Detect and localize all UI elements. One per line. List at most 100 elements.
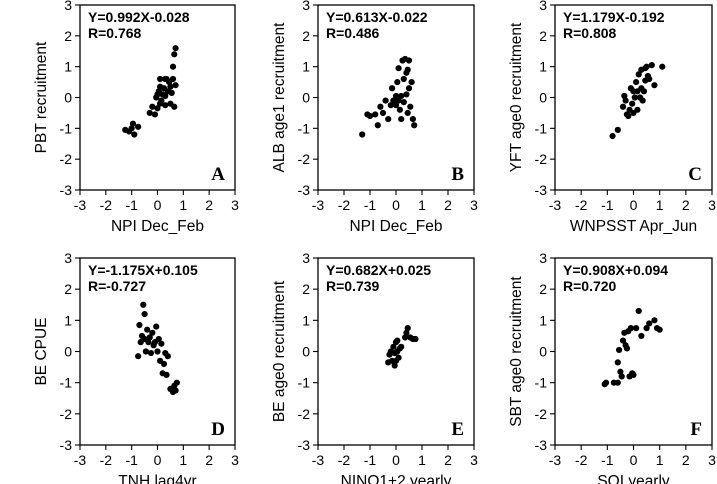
- y-tick-label-a-5: 2: [64, 28, 72, 44]
- data-point-a-25: [169, 63, 177, 70]
- data-point-b-9: [387, 102, 394, 109]
- data-point-d-11: [147, 349, 155, 357]
- x-tick-label-b-1: -2: [338, 197, 351, 213]
- data-point-e-17: [391, 362, 398, 369]
- data-point-d-19: [158, 340, 165, 347]
- x-tick-label-a-2: -1: [125, 197, 138, 213]
- data-point-d-8: [144, 326, 151, 333]
- x-tick-label-c-0: -3: [549, 197, 562, 213]
- x-tick-label-d-1: -2: [100, 452, 113, 468]
- data-point-c-16: [635, 71, 642, 78]
- data-point-f-14: [627, 325, 634, 332]
- data-point-b-16: [396, 106, 403, 113]
- regression-equation-b: Y=0.613X-0.022: [326, 9, 428, 25]
- data-point-b-6: [379, 109, 387, 117]
- y-tick-label-b-1: -2: [298, 151, 311, 167]
- data-point-b-20: [400, 99, 407, 106]
- x-tick-label-f-1: -2: [575, 452, 588, 468]
- data-point-d-5: [141, 311, 148, 318]
- y-tick-label-f-6: 3: [539, 250, 547, 266]
- data-point-c-20: [639, 97, 646, 104]
- data-point-d-23: [163, 371, 170, 378]
- data-point-e-16: [412, 335, 419, 343]
- data-point-f-1: [602, 379, 610, 386]
- x-tick-label-d-5: 2: [205, 452, 213, 468]
- data-point-d-24: [164, 353, 171, 360]
- data-point-c-25: [646, 75, 653, 83]
- data-point-a-6: [146, 109, 153, 117]
- x-tick-label-b-6: 3: [470, 197, 478, 213]
- y-tick-label-a-3: 0: [64, 90, 72, 106]
- x-tick-label-b-0: -3: [312, 197, 325, 213]
- x-tick-label-a-3: 0: [154, 197, 162, 213]
- x-tick-label-c-1: -2: [575, 197, 588, 213]
- x-tick-label-f-6: 3: [708, 452, 716, 468]
- data-point-a-30: [172, 82, 179, 89]
- y-axis-label-a: PBT recruitment: [33, 41, 50, 153]
- y-tick-label-c-0: -3: [535, 182, 548, 198]
- y-tick-label-b-0: -3: [298, 182, 311, 198]
- x-tick-label-e-1: -2: [338, 452, 351, 468]
- x-tick-label-b-4: 1: [418, 197, 426, 213]
- regression-equation-f: Y=0.908X+0.094: [563, 262, 668, 278]
- data-point-a-17: [162, 102, 169, 109]
- y-tick-label-c-6: 3: [539, 0, 547, 13]
- data-point-b-28: [407, 103, 414, 110]
- data-point-f-19: [643, 325, 650, 332]
- data-point-a-24: [168, 89, 175, 96]
- regression-equation-a: Y=0.992X-0.028: [88, 9, 190, 25]
- y-tick-label-d-4: 1: [64, 312, 72, 328]
- data-point-b-2: [366, 112, 374, 120]
- panel-letter-e: E: [451, 419, 464, 440]
- data-point-a-29: [172, 45, 179, 52]
- data-point-c-29: [642, 65, 649, 72]
- x-tick-label-d-0: -3: [74, 452, 87, 468]
- data-point-a-27: [171, 51, 178, 58]
- y-tick-label-e-6: 3: [302, 250, 310, 266]
- y-tick-label-c-2: -1: [535, 120, 548, 136]
- x-tick-label-d-2: -1: [125, 452, 138, 468]
- correlation-label-c: R=0.808: [563, 25, 617, 41]
- x-tick-label-b-5: 2: [444, 197, 452, 213]
- data-point-c-14: [634, 106, 641, 113]
- data-point-d-4: [140, 301, 147, 308]
- data-point-b-0: [359, 131, 366, 138]
- data-point-d-10: [146, 334, 153, 341]
- data-point-d-28: [172, 387, 179, 394]
- data-point-e-18: [392, 357, 400, 364]
- y-tick-label-e-5: 2: [302, 281, 310, 297]
- x-tick-label-a-1: -2: [100, 197, 113, 213]
- data-point-b-8: [385, 115, 392, 123]
- panel-b: -3 -2 -1 0 1 2 3 -3 -2 -1 0 1 2 3 NPI Dec_Feb ALB age1 …: [271, 0, 478, 235]
- y-axis-label-d: BE CPUE: [33, 317, 50, 385]
- x-tick-label-d-4: 1: [179, 452, 187, 468]
- x-tick-label-b-3: 0: [392, 197, 400, 213]
- regression-equation-d: Y=-1.175X+0.105: [88, 262, 198, 278]
- data-point-b-33: [395, 65, 402, 72]
- data-point-f-23: [656, 326, 663, 333]
- data-point-b-29: [408, 78, 415, 86]
- data-point-e-13: [404, 325, 411, 332]
- data-point-a-4: [131, 131, 138, 138]
- data-point-b-31: [411, 122, 418, 129]
- data-point-d-17: [155, 335, 162, 343]
- data-point-e-10: [398, 343, 405, 350]
- x-axis-label-b: NPI Dec_Feb: [349, 218, 442, 235]
- y-tick-label-e-2: -1: [298, 375, 311, 391]
- data-point-f-3: [614, 379, 621, 386]
- data-point-f-11: [623, 345, 631, 352]
- data-point-b-15: [395, 97, 402, 104]
- data-point-b-10: [389, 85, 396, 92]
- data-point-b-21: [400, 75, 407, 83]
- data-point-d-15: [153, 323, 160, 330]
- data-point-b-12: [392, 102, 400, 109]
- x-tick-label-d-3: 0: [154, 452, 162, 468]
- data-point-b-4: [374, 122, 381, 129]
- data-point-a-5: [135, 123, 142, 130]
- data-point-e-12: [403, 329, 410, 336]
- y-tick-label-a-6: 3: [64, 0, 72, 13]
- data-point-a-32: [154, 91, 161, 98]
- data-point-d-0: [135, 353, 142, 360]
- x-tick-label-e-2: -1: [364, 452, 377, 468]
- data-point-b-30: [409, 115, 416, 123]
